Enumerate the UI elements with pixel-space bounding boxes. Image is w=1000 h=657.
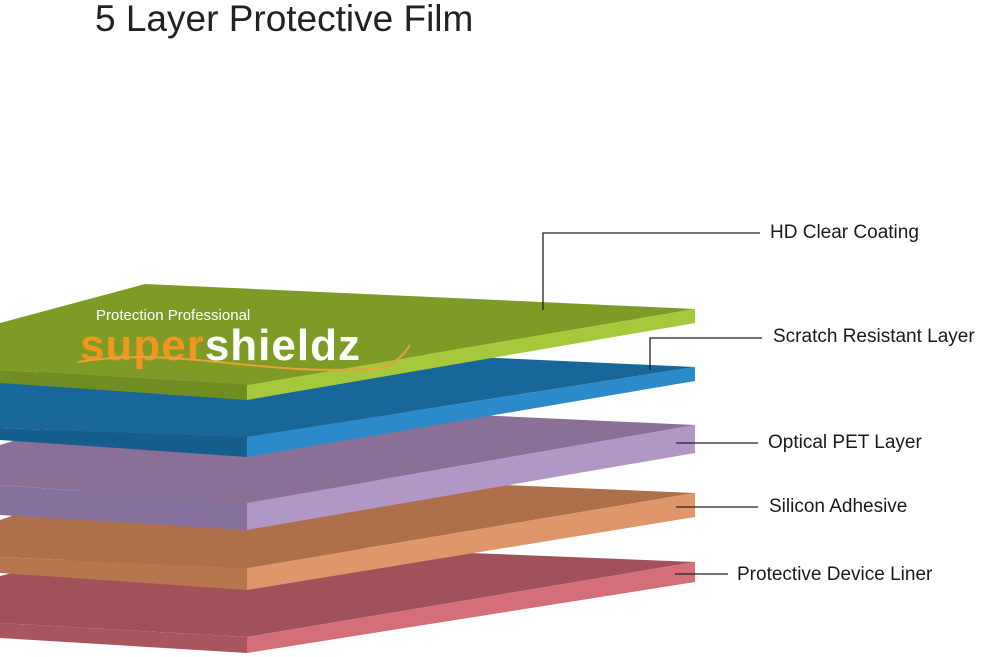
label-hd-clear-coating: HD Clear Coating xyxy=(770,222,919,243)
layer-1-side-face xyxy=(247,309,695,400)
leader-line-2 xyxy=(649,337,762,370)
label-silicon-adhesive: Silicon Adhesive xyxy=(769,496,908,517)
layer-5-front-face xyxy=(0,623,247,653)
layer-2-side-face xyxy=(247,367,695,457)
layer-4-side-face xyxy=(247,493,695,590)
layer-2-front-face xyxy=(0,428,247,457)
logo-tagline: Protection Professional xyxy=(96,307,250,324)
page-title: 5 Layer Protective Film xyxy=(95,0,474,39)
logo-brand-part1: super xyxy=(80,321,205,370)
label-optical-pet-layer: Optical PET Layer xyxy=(768,432,922,453)
layer-3-front-face xyxy=(0,485,247,530)
layer-3-side-face xyxy=(247,425,695,530)
label-protective-device-liner: Protective Device Liner xyxy=(737,564,933,585)
layer-1-top-face xyxy=(0,284,695,385)
leader-line-1 xyxy=(542,232,760,310)
label-scratch-resistant-layer: Scratch Resistant Layer xyxy=(773,326,975,347)
logo-brand: supershieldz xyxy=(80,321,361,370)
layer-4-front-face xyxy=(0,557,247,590)
logo-brand-part2: shieldz xyxy=(205,321,361,370)
layer-1-front-face xyxy=(0,370,247,400)
logo-swoosh xyxy=(77,344,411,371)
layer-5-side-face xyxy=(247,562,695,653)
